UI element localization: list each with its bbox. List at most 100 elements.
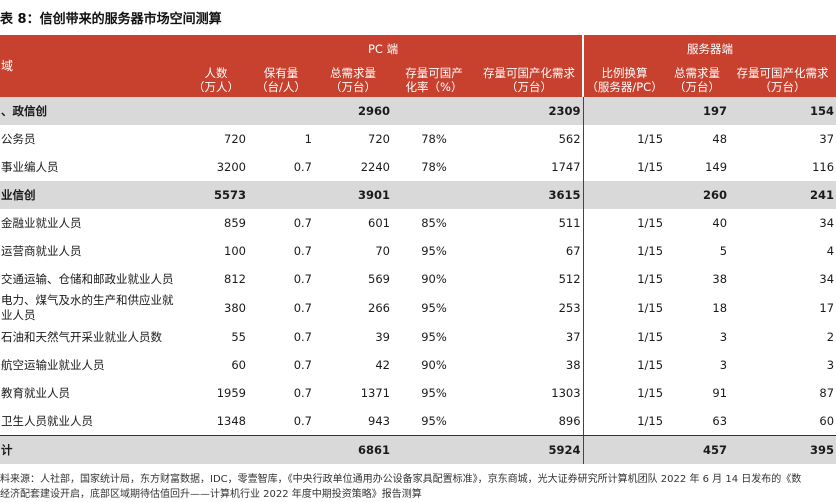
- cell-value: 95%: [421, 301, 447, 315]
- table-row: 公务员 720 1 720 78% 562 1/15 48 37: [0, 125, 836, 153]
- cell-value: 859: [224, 216, 246, 230]
- cell-value: 720: [368, 132, 390, 146]
- group-row: 、政信创 2960 2309 197 154: [0, 97, 836, 125]
- cell-value: 1747: [476, 153, 584, 181]
- cell-value: 601: [368, 216, 390, 230]
- cell-value: 116: [812, 160, 835, 174]
- cell-value: [583, 435, 666, 464]
- header-col-4: 存量可国产 化率（%）: [392, 63, 476, 97]
- cell-value: [248, 97, 314, 125]
- data-table: 域 PC 端 服务器端 人数 （万人） 保有量 （台/人） 总需求量 （万台） 存量可国产化…: [0, 35, 836, 464]
- cell-value: 17: [819, 301, 835, 315]
- cell-value: 5573: [184, 181, 248, 209]
- cell-value: 42: [375, 358, 390, 372]
- row-label: 金融业就业人员: [1, 216, 82, 230]
- header-col-7: 总需求量 （万台）: [665, 63, 730, 97]
- cell-value: 1/15: [637, 132, 664, 146]
- cell-value: 2960: [314, 97, 392, 125]
- cell-value: 395: [729, 435, 836, 464]
- cell-value: 1959: [216, 386, 246, 400]
- cell-value: 87: [819, 386, 835, 400]
- header-col-title: 存量可国产: [405, 66, 463, 80]
- cell-value: [248, 181, 314, 209]
- header-col-title: 存量可国产化需求: [736, 66, 829, 80]
- header-col-unit: （万台）: [759, 80, 806, 94]
- cell-value: 38: [476, 351, 584, 379]
- source-note-line2: 经济配套建设开启，底部区域期待估值回升——计算机行业 2022 年度中期投资策略…: [0, 489, 422, 500]
- cell-value: 37: [819, 132, 835, 146]
- cell-value: 67: [476, 237, 584, 265]
- cell-value: 90%: [421, 272, 447, 286]
- header-col-title: 比例换算: [601, 66, 648, 80]
- cell-value: 720: [224, 132, 246, 146]
- cell-value: 0.7: [293, 216, 312, 230]
- cell-value: [248, 435, 314, 464]
- cell-value: 1/15: [637, 244, 664, 258]
- cell-value: 3: [719, 358, 728, 372]
- cell-value: 197: [665, 97, 730, 125]
- row-label: 航空运输业就业人员: [1, 358, 105, 372]
- row-label: 计: [0, 435, 184, 464]
- cell-value: 0.7: [293, 358, 312, 372]
- cell-value: 34: [819, 272, 835, 286]
- row-label: 卫生人员就业人员: [0, 407, 184, 436]
- cell-value: 3: [719, 330, 728, 344]
- cell-value: 3901: [314, 181, 392, 209]
- header-col-unit: （万台）: [674, 80, 721, 94]
- cell-value: 90%: [421, 358, 447, 372]
- cell-value: 253: [476, 293, 584, 323]
- header-col-5: 存量可国产化需求 （万台）: [476, 63, 585, 97]
- table-row: 教育就业人员 1959 0.7 1371 95% 1303 1/15 91 87: [0, 379, 836, 407]
- cell-value: 1/15: [637, 301, 664, 315]
- cell-value: 37: [476, 323, 584, 351]
- cell-value: 511: [476, 209, 584, 237]
- header-col-8: 存量可国产化需求 （万台）: [729, 63, 836, 97]
- table-header: 域 PC 端 服务器端 人数 （万人） 保有量 （台/人） 总需求量 （万台） 存量可国产化…: [0, 35, 836, 97]
- cell-value: 3615: [476, 181, 584, 209]
- cell-value: 943: [314, 407, 392, 436]
- cell-value: [392, 97, 476, 125]
- header-col-2: 保有量 （台/人）: [248, 63, 314, 97]
- cell-value: 0.7: [293, 160, 312, 174]
- header-col-title: 保有量: [263, 66, 299, 80]
- cell-value: 0.7: [293, 386, 312, 400]
- cell-value: 40: [712, 216, 728, 230]
- cell-value: 0.7: [293, 244, 312, 258]
- table-body: 、政信创 2960 2309 197 154 公务员 720 1 720 78% 562 1/15 48…: [0, 97, 836, 464]
- source-note-line1: 料来源：人社部，国家统计局，东方财富数据，IDC，零壹智库，《中央行政单位通用办…: [0, 474, 802, 485]
- cell-value: 95%: [421, 386, 447, 400]
- cell-value: 1: [304, 132, 312, 146]
- cell-value: 812: [224, 272, 246, 286]
- row-label: 交通运输、仓储和邮政业就业人员: [1, 272, 174, 286]
- cell-value: 78%: [421, 160, 447, 174]
- cell-value: [184, 97, 248, 125]
- table-row: 卫生人员就业人员 1348 0.7 943 95% 896 1/15 63 60: [0, 407, 836, 436]
- cell-value: 1/15: [637, 272, 664, 286]
- group-row: 业信创 5573 3901 3615 260 241: [0, 181, 836, 209]
- table-title: 表 8：信创带来的服务器市场空间测算: [0, 12, 222, 27]
- cell-value: 1348: [184, 407, 248, 436]
- table-row: 事业编人员 3200 0.7 2240 78% 1747 1/15 149 116: [0, 153, 836, 181]
- source-note: 料来源：人社部，国家统计局，东方财富数据，IDC，零壹智库，《中央行政单位通用办…: [0, 472, 836, 502]
- table-row: 交通运输、仓储和邮政业就业人员 812 0.7 569 90% 512 1/15 38 34: [0, 265, 836, 293]
- cell-value: 39: [375, 330, 390, 344]
- cell-value: 0.7: [293, 330, 312, 344]
- cell-value: [583, 97, 666, 125]
- cell-value: 154: [729, 97, 836, 125]
- table-row: 金融业就业人员 859 0.7 601 85% 511 1/15 40 34: [0, 209, 836, 237]
- row-label: 教育就业人员: [1, 386, 70, 400]
- cell-value: 1371: [360, 386, 390, 400]
- cell-value: 91: [712, 386, 728, 400]
- table-row: 航空运输业就业人员 60 0.7 42 90% 38 1/15 3 3: [0, 351, 836, 379]
- header-col-6: 比例换算 （服务器/PC）: [583, 63, 666, 97]
- cell-value: 2: [826, 330, 835, 344]
- row-label: 石油和天然气开采业就业人员数: [1, 330, 162, 344]
- cell-value: 0.7: [293, 272, 312, 286]
- row-label: 公务员: [1, 132, 36, 146]
- cell-value: 457: [665, 435, 730, 464]
- header-col-unit: （台/人）: [256, 80, 306, 94]
- cell-value: 3200: [216, 160, 246, 174]
- header-col-unit: （万台）: [330, 80, 376, 94]
- cell-value: 95%: [421, 244, 447, 258]
- cell-value: 1303: [476, 379, 584, 407]
